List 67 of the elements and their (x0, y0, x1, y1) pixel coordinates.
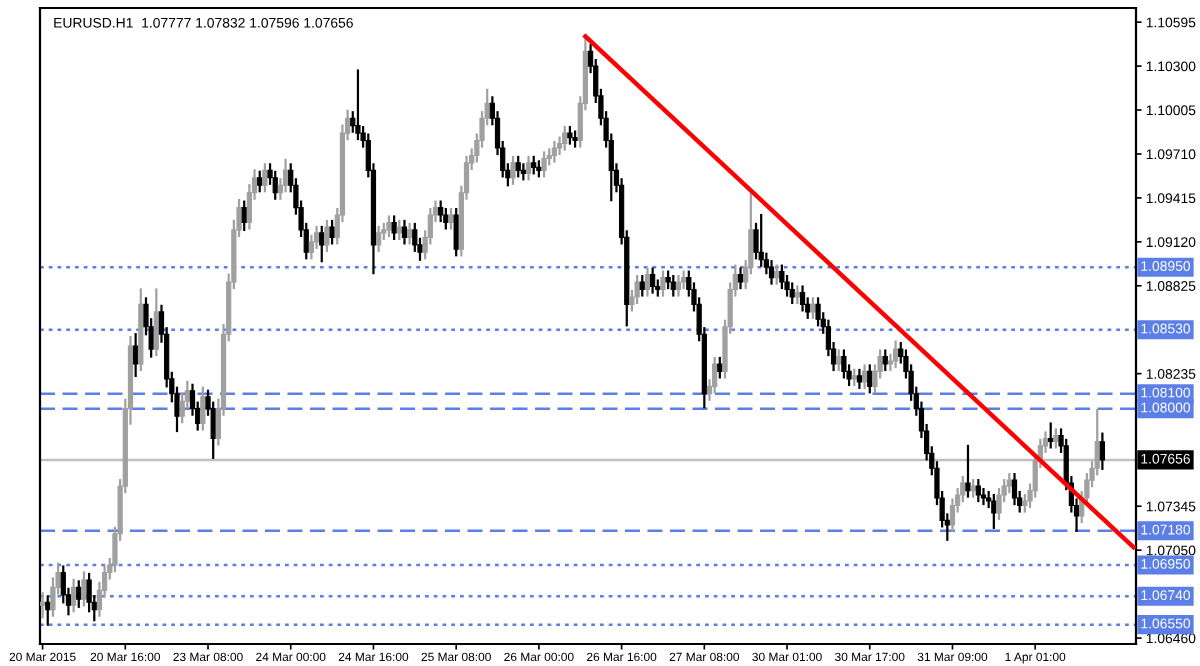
candlestick (841, 349, 847, 379)
candlestick (324, 219, 330, 252)
candlestick (639, 274, 645, 297)
candlestick (892, 340, 899, 369)
candlestick (799, 285, 806, 312)
candlestick (81, 571, 87, 607)
candlestick (1011, 473, 1018, 506)
candlestick (375, 225, 382, 252)
candlestick (45, 595, 51, 626)
candlestick (867, 364, 873, 394)
candlestick (319, 225, 325, 263)
candlestick (407, 222, 413, 245)
candlestick (789, 282, 795, 305)
candlestick (282, 158, 289, 193)
candlestick (355, 69, 361, 141)
candlestick (779, 264, 785, 290)
candlestick (634, 274, 640, 305)
candlestick (717, 356, 723, 379)
candlestick (670, 274, 676, 297)
candlestick (737, 267, 744, 290)
candlestick (562, 126, 568, 151)
candlestick (401, 219, 408, 245)
candlestick (262, 163, 268, 193)
candlestick (453, 207, 459, 257)
candlestick (861, 364, 868, 389)
candlestick (996, 487, 1002, 520)
candlestick (551, 140, 558, 163)
candlestick (86, 572, 92, 613)
candlestick (241, 200, 247, 232)
candlestick (272, 170, 278, 200)
candlestick (153, 288, 159, 357)
candlestick (515, 155, 521, 178)
candlestick (329, 219, 335, 245)
candlestick (438, 200, 444, 223)
candlestick (675, 274, 682, 297)
candlestick (391, 215, 397, 240)
candlestick (386, 215, 392, 237)
candlestick (510, 155, 516, 185)
candlestick (70, 578, 77, 613)
candlestick (200, 386, 206, 431)
candlestick (758, 213, 764, 267)
candlestick (991, 493, 997, 529)
candlestick (882, 349, 888, 372)
candlestick (76, 580, 82, 608)
candlestick (965, 444, 971, 498)
candlestick (712, 356, 718, 394)
candlestick (133, 333, 139, 378)
candlestick (443, 207, 449, 230)
candlestick (753, 222, 759, 260)
candlestick (541, 151, 547, 178)
candlestick (649, 267, 656, 294)
candlestick (448, 207, 454, 230)
candlestick (1048, 422, 1054, 449)
candlestick (836, 349, 842, 372)
candlestick (660, 270, 666, 297)
candlestick (810, 297, 816, 319)
candlestick (644, 267, 651, 297)
candlestick (525, 155, 532, 181)
candlestick (815, 297, 821, 327)
candlestick (257, 170, 263, 193)
candlestick (40, 592, 46, 619)
candlestick (975, 479, 981, 503)
candlestick (856, 368, 863, 389)
candlestick (980, 487, 987, 506)
candlestick (1099, 432, 1106, 470)
candlestick (768, 260, 775, 285)
candlestick (308, 234, 315, 260)
